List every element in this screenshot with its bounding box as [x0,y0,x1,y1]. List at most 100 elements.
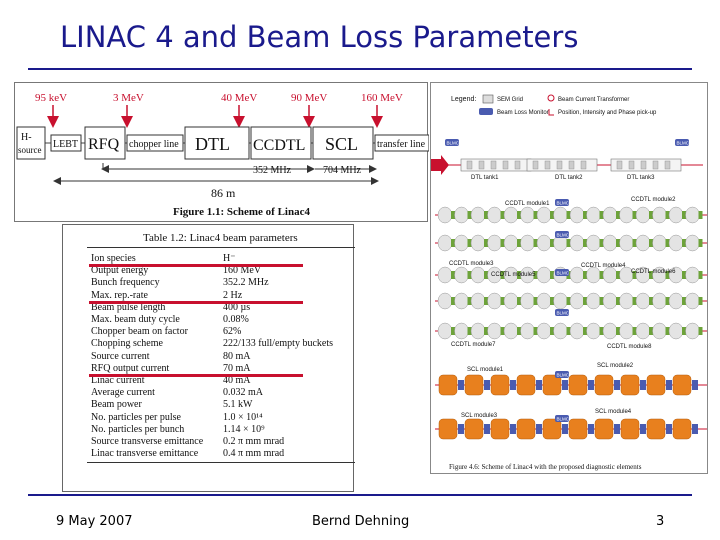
cavity [602,206,618,224]
cavity [503,322,519,340]
quadrupole [484,327,488,335]
quadrupole [682,239,686,247]
cavity [437,234,453,252]
parameter-name: No. particles per bunch [91,423,185,435]
table-row: Chopping scheme 222/133 full/empty bucket… [91,338,351,350]
quadrupole [467,239,472,247]
module-label: SCL module1 [467,367,504,373]
quadrupole [649,327,653,335]
cavity [685,266,700,284]
scl-quadrupole [640,380,646,390]
sem-grid-icon [652,160,659,170]
quadrupole [467,271,472,279]
parameter-name: Chopping scheme [91,338,163,350]
blm-marker-label: BLMC [677,141,690,146]
quadrupole [500,327,505,335]
quadrupole [533,327,538,335]
scl-cavity [672,418,692,440]
quadrupole [566,297,571,305]
cavity [586,266,601,284]
sem-grid-icon [640,160,647,170]
cavity [569,234,585,252]
quadrupole [599,271,604,279]
quadrupole [649,239,653,247]
length-label: 86 m [211,186,236,200]
quadrupole [583,239,587,247]
rfq-label: RFQ [88,136,120,153]
energy-label-160mev: 160 MeV [361,92,403,104]
scl-quadrupole [692,380,698,390]
dtl-box [184,126,250,160]
figure-1-1-caption: Figure 1.1: Scheme of Linac4 [173,206,310,218]
quadrupole [484,297,488,305]
table-row: Chopper beam on factor 62% [91,326,351,338]
quadrupole [566,211,571,219]
quadrupole [632,271,637,279]
blm-marker-label: BLMC [557,271,570,276]
module-label: CCDTL module7 [451,342,496,348]
scl-cavity [438,374,458,396]
quadrupole [484,271,488,279]
lebt-label: LEBT [53,139,78,150]
parameter-name: Output energy [91,265,149,277]
quadrupole [451,271,455,279]
linac4-layout-figure: 95 keV 3 MeV 40 MeV 90 MeV 160 MeV H- so… [14,82,429,222]
module-label: DTL tank3 [627,175,655,181]
parameter-value: 0.08% [223,314,249,325]
energy-label-3mev: 3 MeV [113,92,144,104]
scl-cavity [516,418,536,440]
module-label: DTL tank1 [471,175,499,181]
footer-author: Bernd Dehning [312,514,410,529]
quadrupole [451,297,455,305]
scl-quadrupole [510,380,516,390]
cavity [437,292,453,310]
rfq-box [84,126,126,160]
parameter-name: Linac current [91,375,145,386]
cavity [668,206,684,224]
module-label: CCDTL module6 [631,269,676,275]
scl-cavity [620,374,640,396]
parameter-name: Max. beam duty cycle [91,314,180,325]
source-label-2: source [18,145,42,155]
cavity [487,234,502,252]
beam-parameters-table: Table 1.2: Linac4 beam parameters Ion sp… [62,224,355,492]
quadrupole [550,297,554,305]
quadrupole [665,271,670,279]
scl-cavity [464,418,484,440]
quadrupole [484,239,488,247]
parameter-value: 70 mA [223,362,251,374]
cavity [635,206,651,224]
quadrupole [665,327,670,335]
module-label: SCL module4 [595,409,632,415]
energy-label-40mev: 40 MeV [221,92,257,104]
quadrupole [665,239,670,247]
parameter-name: Chopper beam on factor [91,326,188,338]
quadrupole [500,211,505,219]
footer-rule [28,494,692,496]
blm-icon [479,108,493,115]
quadrupole [451,211,455,219]
parameter-name: Linac transverse emittance [91,448,199,460]
transfer-box [374,134,429,152]
quadrupole [500,239,505,247]
cavity [437,322,453,340]
parameter-name: Average current [91,387,155,399]
quadrupole [632,327,637,335]
quadrupole [517,211,521,219]
sem-grid-icon [628,160,635,170]
blm-marker-label: BLMC [557,417,570,422]
footer-page-number: 3 [656,514,665,529]
parameter-value: 1.0 × 10¹⁴ [223,411,263,423]
lebt-box [50,134,82,152]
quadrupole [665,211,670,219]
scl-quadrupole [484,424,490,434]
module-label: CCDTL module2 [631,197,676,203]
ccdtl-label: CCDTL [253,137,305,154]
quadrupole [451,239,455,247]
cavity [685,234,700,252]
parameter-value: 352.2 MHz [223,277,269,289]
quadrupole [665,297,670,305]
table-row: Source current 80 mA [91,351,351,363]
cavity [569,206,585,224]
cavity [536,206,552,224]
